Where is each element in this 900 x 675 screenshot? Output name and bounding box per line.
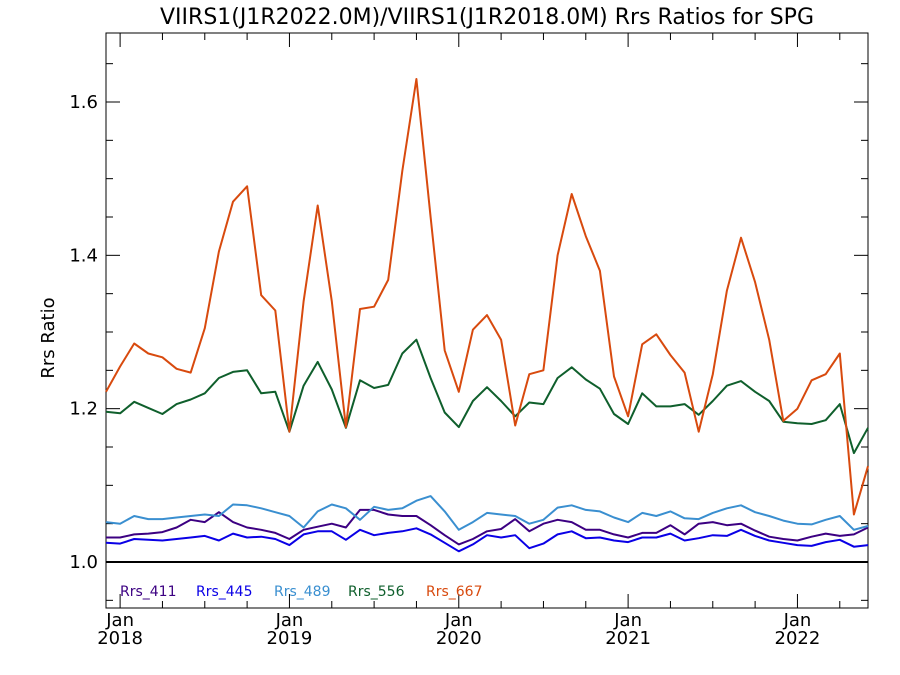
legend-item-rrs-445: Rrs_445 — [196, 584, 253, 600]
x-tick-year-label: 2019 — [267, 628, 313, 649]
y-axis-label: Rrs Ratio — [38, 297, 59, 378]
x-tick-month-label: Jan — [613, 610, 642, 631]
series-line-rrs-489 — [105, 495, 869, 531]
y-tick-label: 1.6 — [69, 92, 98, 113]
y-tick-label: 1.2 — [69, 399, 98, 420]
y-tick-label: 1.0 — [69, 552, 98, 573]
x-tick-year-label: 2020 — [436, 628, 482, 649]
legend-item-rrs-489: Rrs_489 — [274, 584, 331, 600]
x-tick-month-label: Jan — [444, 610, 473, 631]
x-tick-year-label: 2021 — [605, 628, 651, 649]
y-tick-label: 1.4 — [69, 245, 98, 266]
legend-item-rrs-667: Rrs_667 — [426, 584, 483, 600]
series-line-rrs-667 — [105, 78, 869, 516]
x-tick-year-label: 2018 — [97, 628, 143, 649]
series-line-rrs-445 — [105, 527, 869, 553]
x-tick-month-label: Jan — [783, 610, 812, 631]
x-tick-month-label: Jan — [275, 610, 304, 631]
series-line-rrs-411 — [106, 508, 869, 546]
plot-frame — [105, 32, 869, 609]
chart-title: VIIRS1(J1R2022.0M)/VIIRS1(J1R2018.0M) Rr… — [160, 5, 814, 30]
legend-item-rrs-411: Rrs_411 — [120, 584, 177, 600]
x-tick-year-label: 2022 — [775, 628, 821, 649]
legend-item-rrs-556: Rrs_556 — [348, 584, 405, 600]
x-tick-month-label: Jan — [105, 610, 134, 631]
series-line-rrs-556 — [105, 338, 869, 455]
